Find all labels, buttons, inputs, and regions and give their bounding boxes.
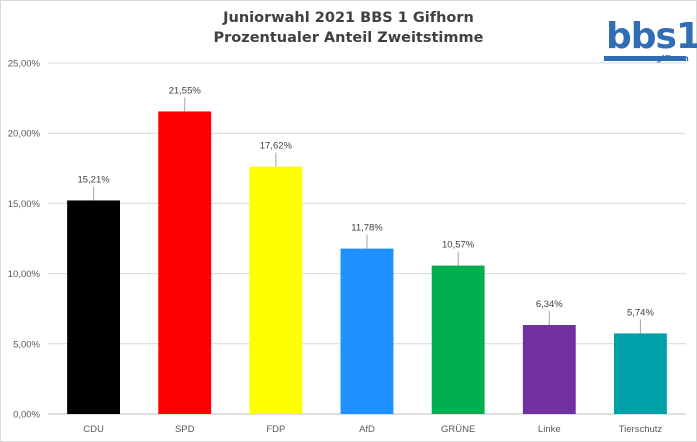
x-tick-label: Linke	[538, 424, 561, 435]
y-tick-label: 10,00%	[8, 269, 41, 280]
x-tick-label: FDP	[266, 424, 285, 435]
data-label: 5,74%	[627, 307, 654, 318]
data-label: 6,34%	[536, 299, 563, 310]
bar-cdu	[67, 200, 121, 414]
chart-title: Juniorwahl 2021 BBS 1 Gifhorn	[223, 10, 474, 26]
bar-grüne	[431, 265, 485, 414]
y-tick-label: 25,00%	[8, 59, 41, 70]
y-tick-label: 15,00%	[8, 199, 41, 210]
data-label: 15,21%	[77, 174, 110, 185]
x-tick-label: GRÜNE	[441, 424, 475, 435]
bar-fdp	[249, 166, 303, 414]
y-tick-label: 20,00%	[8, 129, 41, 140]
y-tick-label: 5,00%	[13, 339, 40, 350]
bar-linke	[522, 324, 576, 414]
data-label: 11,78%	[351, 223, 383, 234]
x-tick-label: CDU	[83, 424, 104, 435]
logo-underline	[604, 56, 686, 61]
data-label: 10,57%	[442, 240, 475, 251]
data-label: 17,62%	[260, 141, 293, 152]
chart-subtitle: Prozentualer Anteil Zweitstimme	[213, 30, 484, 46]
x-tick-label: Tierschutz	[619, 424, 663, 435]
data-label: 21,55%	[169, 85, 202, 96]
bar-tierschutz	[613, 333, 667, 414]
y-tick-label: 0,00%	[13, 410, 40, 421]
logo-word: bbs1	[606, 16, 697, 57]
x-tick-label: SPD	[175, 424, 195, 435]
bar-afd	[340, 248, 394, 414]
bar-spd	[158, 111, 212, 415]
x-tick-label: AfD	[359, 424, 375, 435]
